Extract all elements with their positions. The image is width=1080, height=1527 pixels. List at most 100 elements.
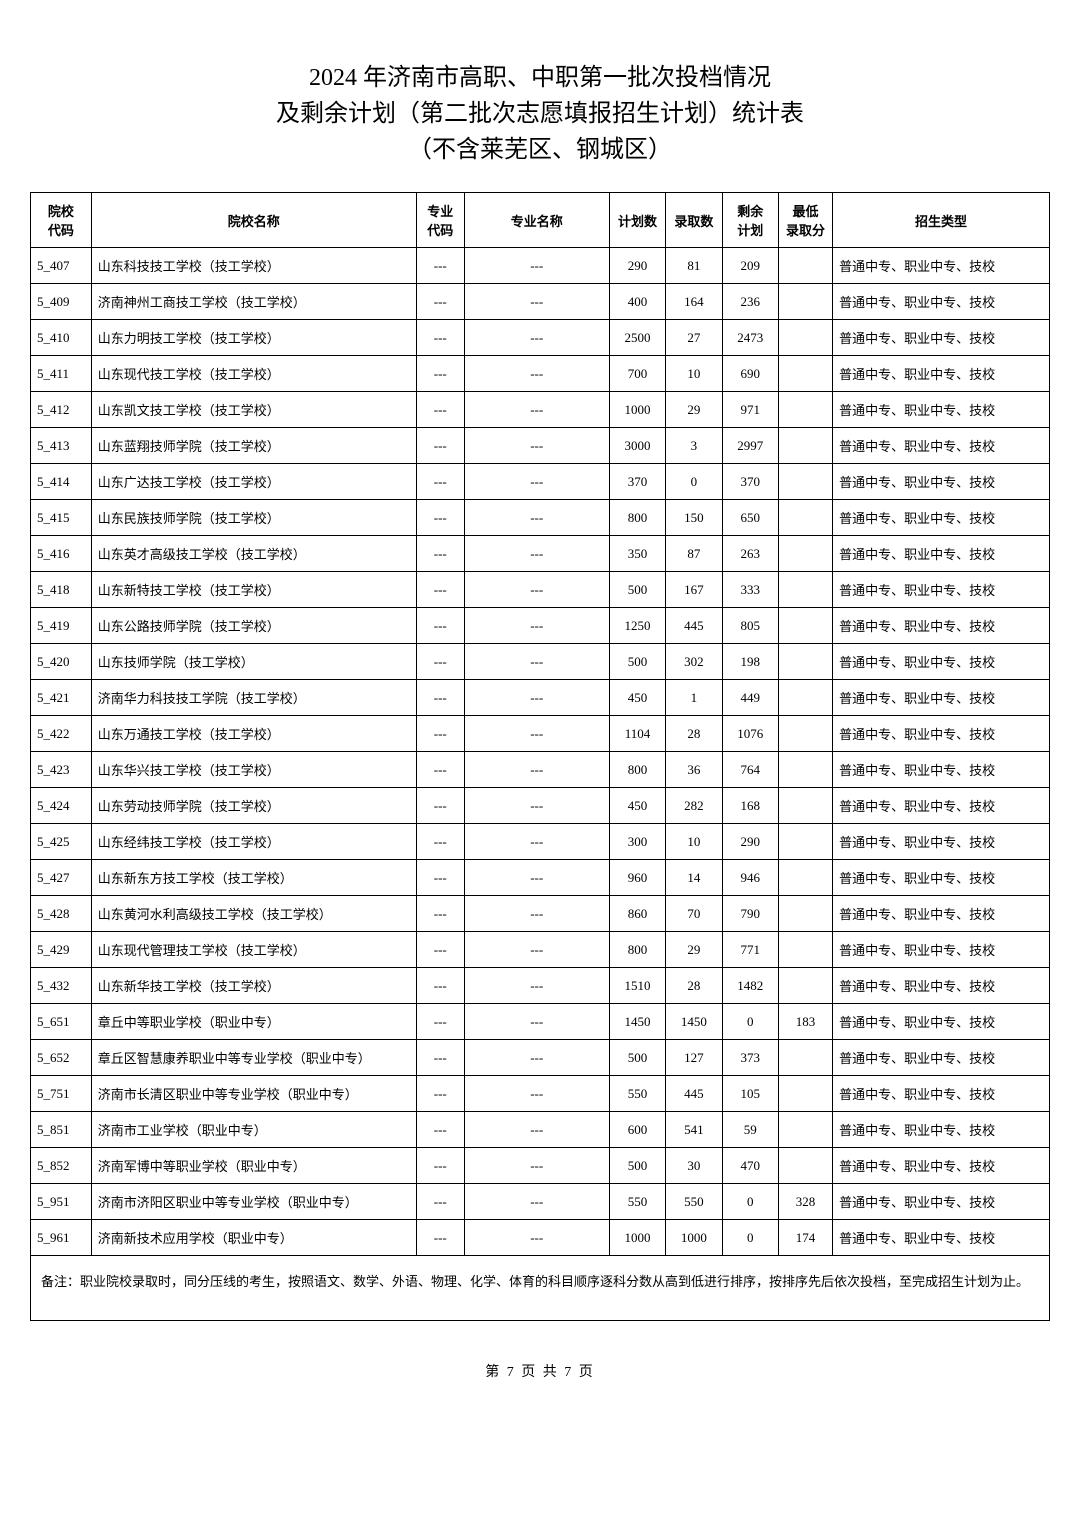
table-cell: --- bbox=[416, 608, 464, 644]
table-cell: 普通中专、职业中专、技校 bbox=[833, 644, 1050, 680]
table-cell: 普通中专、职业中专、技校 bbox=[833, 428, 1050, 464]
table-cell: 550 bbox=[609, 1184, 665, 1220]
table-cell bbox=[778, 860, 832, 896]
table-cell: 0 bbox=[722, 1004, 778, 1040]
table-cell: 164 bbox=[666, 284, 722, 320]
col-header-plan: 计划数 bbox=[609, 193, 665, 248]
table-cell bbox=[778, 932, 832, 968]
table-cell: --- bbox=[416, 968, 464, 1004]
table-cell: 5_420 bbox=[31, 644, 92, 680]
table-cell: 普通中专、职业中专、技校 bbox=[833, 716, 1050, 752]
header-row: 院校代码 院校名称 专业代码 专业名称 计划数 录取数 剩余计划 最低录取分 招… bbox=[31, 193, 1050, 248]
table-cell: 5_413 bbox=[31, 428, 92, 464]
table-cell: --- bbox=[416, 1112, 464, 1148]
col-header-major-name: 专业名称 bbox=[464, 193, 609, 248]
table-cell: 127 bbox=[666, 1040, 722, 1076]
document-title: 2024 年济南市高职、中职第一批次投档情况 及剩余计划（第二批次志愿填报招生计… bbox=[30, 60, 1050, 168]
table-cell: 1 bbox=[666, 680, 722, 716]
table-cell: 济南军博中等职业学校（职业中专） bbox=[91, 1148, 416, 1184]
table-cell: 183 bbox=[778, 1004, 832, 1040]
table-row: 5_410山东力明技工学校（技工学校）------2500272473普通中专、… bbox=[31, 320, 1050, 356]
table-cell: 3000 bbox=[609, 428, 665, 464]
table-cell: --- bbox=[416, 464, 464, 500]
table-row: 5_424山东劳动技师学院（技工学校）------450282168普通中专、职… bbox=[31, 788, 1050, 824]
table-cell: --- bbox=[464, 1148, 609, 1184]
table-cell: --- bbox=[464, 284, 609, 320]
table-cell: --- bbox=[464, 356, 609, 392]
table-cell: 普通中专、职业中专、技校 bbox=[833, 572, 1050, 608]
table-cell bbox=[778, 716, 832, 752]
table-cell: 普通中专、职业中专、技校 bbox=[833, 896, 1050, 932]
table-cell: 章丘区智慧康养职业中等专业学校（职业中专） bbox=[91, 1040, 416, 1076]
table-cell: --- bbox=[416, 392, 464, 428]
table-row: 5_418山东新特技工学校（技工学校）------500167333普通中专、职… bbox=[31, 572, 1050, 608]
col-header-type: 招生类型 bbox=[833, 193, 1050, 248]
table-cell: 山东新特技工学校（技工学校） bbox=[91, 572, 416, 608]
table-cell: 山东现代管理技工学校（技工学校） bbox=[91, 932, 416, 968]
table-cell: 2473 bbox=[722, 320, 778, 356]
table-cell: 章丘中等职业学校（职业中专） bbox=[91, 1004, 416, 1040]
table-cell: 860 bbox=[609, 896, 665, 932]
table-cell: 2500 bbox=[609, 320, 665, 356]
table-cell: --- bbox=[416, 752, 464, 788]
table-cell bbox=[778, 572, 832, 608]
table-cell: 5_411 bbox=[31, 356, 92, 392]
table-cell: --- bbox=[464, 608, 609, 644]
table-cell: 山东凯文技工学校（技工学校） bbox=[91, 392, 416, 428]
col-header-school-name: 院校名称 bbox=[91, 193, 416, 248]
table-cell: 600 bbox=[609, 1112, 665, 1148]
table-cell bbox=[778, 824, 832, 860]
table-cell bbox=[778, 1076, 832, 1112]
table-cell: 山东华兴技工学校（技工学校） bbox=[91, 752, 416, 788]
table-cell: 5_951 bbox=[31, 1184, 92, 1220]
title-line-1: 2024 年济南市高职、中职第一批次投档情况 bbox=[30, 60, 1050, 96]
table-cell: 山东现代技工学校（技工学校） bbox=[91, 356, 416, 392]
col-header-min-score: 最低录取分 bbox=[778, 193, 832, 248]
table-cell: --- bbox=[464, 464, 609, 500]
table-cell: --- bbox=[464, 1112, 609, 1148]
table-cell: --- bbox=[464, 860, 609, 896]
table-cell: 800 bbox=[609, 752, 665, 788]
table-cell: --- bbox=[464, 716, 609, 752]
table-cell bbox=[778, 1112, 832, 1148]
table-cell: 282 bbox=[666, 788, 722, 824]
table-cell: 168 bbox=[722, 788, 778, 824]
table-cell: 普通中专、职业中专、技校 bbox=[833, 824, 1050, 860]
table-cell: --- bbox=[464, 1076, 609, 1112]
table-cell bbox=[778, 392, 832, 428]
table-cell: 167 bbox=[666, 572, 722, 608]
table-cell: --- bbox=[464, 320, 609, 356]
table-cell: 445 bbox=[666, 1076, 722, 1112]
table-cell: 普通中专、职业中专、技校 bbox=[833, 536, 1050, 572]
table-cell: 普通中专、职业中专、技校 bbox=[833, 1112, 1050, 1148]
table-row: 5_851济南市工业学校（职业中专）------60054159普通中专、职业中… bbox=[31, 1112, 1050, 1148]
table-cell: --- bbox=[416, 1004, 464, 1040]
table-cell: 普通中专、职业中专、技校 bbox=[833, 464, 1050, 500]
table-cell: 普通中专、职业中专、技校 bbox=[833, 356, 1050, 392]
table-cell: 普通中专、职业中专、技校 bbox=[833, 752, 1050, 788]
table-cell: --- bbox=[464, 932, 609, 968]
table-cell: 普通中专、职业中专、技校 bbox=[833, 608, 1050, 644]
table-cell: 370 bbox=[722, 464, 778, 500]
table-row: 5_652章丘区智慧康养职业中等专业学校（职业中专）------50012737… bbox=[31, 1040, 1050, 1076]
table-cell: 105 bbox=[722, 1076, 778, 1112]
table-cell: --- bbox=[416, 1220, 464, 1256]
table-cell: --- bbox=[464, 428, 609, 464]
table-cell: 普通中专、职业中专、技校 bbox=[833, 1040, 1050, 1076]
table-cell: 790 bbox=[722, 896, 778, 932]
table-cell: 普通中专、职业中专、技校 bbox=[833, 932, 1050, 968]
table-cell: 5_416 bbox=[31, 536, 92, 572]
table-cell: 5_422 bbox=[31, 716, 92, 752]
table-cell: 5_751 bbox=[31, 1076, 92, 1112]
table-cell: 771 bbox=[722, 932, 778, 968]
table-cell: --- bbox=[464, 1184, 609, 1220]
table-cell: 普通中专、职业中专、技校 bbox=[833, 680, 1050, 716]
table-row: 5_961济南新技术应用学校（职业中专）------100010000174普通… bbox=[31, 1220, 1050, 1256]
table-cell: 山东英才高级技工学校（技工学校） bbox=[91, 536, 416, 572]
table-cell: 1104 bbox=[609, 716, 665, 752]
table-cell: 5_427 bbox=[31, 860, 92, 896]
table-row: 5_422山东万通技工学校（技工学校）------1104281076普通中专、… bbox=[31, 716, 1050, 752]
table-cell: 山东经纬技工学校（技工学校） bbox=[91, 824, 416, 860]
table-cell: 济南华力科技技工学院（技工学校） bbox=[91, 680, 416, 716]
table-cell: 0 bbox=[666, 464, 722, 500]
